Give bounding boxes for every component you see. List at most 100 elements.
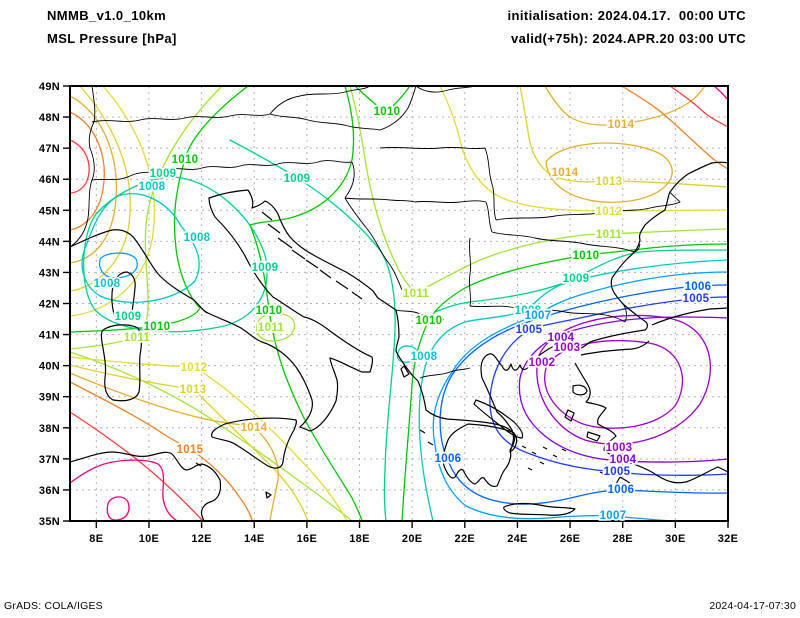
- isobar-label-1011: 1011: [258, 322, 284, 334]
- isobar-1010: [401, 243, 729, 522]
- border-slovakia: [379, 85, 417, 131]
- isobar-1016: [669, 85, 729, 128]
- coast-greece: [417, 344, 571, 453]
- isobar-label-1009: 1009: [563, 273, 590, 285]
- isobar-1014: [544, 85, 706, 126]
- isobar-label-1009: 1009: [252, 262, 279, 274]
- contour-labels: 1010100910081008100910081009101010111012…: [92, 104, 713, 524]
- isobar-label-1011: 1011: [124, 332, 150, 344]
- island-sardinia: [100, 324, 142, 402]
- island-lesbos: [572, 384, 588, 396]
- isobar-1012: [439, 85, 729, 212]
- isobar-1014: [545, 142, 673, 203]
- y-tick-label: 45N: [39, 205, 60, 217]
- y-tick-label: 44N: [39, 236, 60, 248]
- isobar-label-1010: 1010: [416, 315, 443, 327]
- isobar-1004: [518, 316, 729, 463]
- x-tick-label: 32E: [718, 533, 738, 545]
- y-tick-label: 36N: [39, 485, 60, 497]
- x-tick-label: 24E: [507, 533, 527, 545]
- isobar-label-1014: 1014: [608, 119, 635, 131]
- coast-marmara-blacksea: [569, 161, 729, 351]
- y-tick-label: 46N: [39, 174, 60, 186]
- isobar-1008: [81, 193, 200, 303]
- x-tick-label: 14E: [244, 533, 264, 545]
- country-borders: [69, 85, 681, 379]
- border-bulgaria-turkey: [622, 303, 627, 323]
- x-tick-label: 10E: [139, 533, 159, 545]
- isobar-1003: [536, 314, 712, 445]
- isobar-1013: [69, 85, 131, 292]
- border-hungary-serbia: [414, 200, 487, 204]
- isobar-1017: [713, 85, 729, 101]
- isobar-1008: [396, 345, 418, 363]
- isobar-label-1006: 1006: [435, 453, 462, 465]
- coast-turkey-blacksea: [651, 307, 729, 326]
- isobar-1007: [432, 271, 729, 522]
- isobar-1016: [69, 411, 204, 522]
- border-serbia-romania: [485, 201, 493, 233]
- isobar-label-1005: 1005: [604, 466, 631, 478]
- isobar-1015: [69, 381, 253, 522]
- x-tick-label: 28E: [612, 533, 632, 545]
- isobar-1017: [69, 459, 178, 522]
- isobar-1011: [69, 351, 353, 522]
- isobar-label-1007: 1007: [600, 510, 627, 522]
- isobar-1011: [69, 85, 223, 350]
- grads-credit: GrADS: COLA/IGES: [4, 600, 103, 612]
- isobar-label-1002: 1002: [529, 357, 556, 369]
- border-albania-macedonia: [395, 309, 445, 321]
- border-poland: [415, 85, 477, 93]
- map-frame: [69, 85, 729, 522]
- isobar-1010: [249, 224, 363, 522]
- y-tick-label: 37N: [39, 454, 60, 466]
- coast-turkey-south-marmara: [580, 340, 650, 356]
- border-serbia-bulgaria: [468, 237, 472, 307]
- dalmatian-islands: [261, 211, 363, 300]
- border-germany-austria: [91, 113, 271, 123]
- border-greece-albania: [419, 367, 471, 379]
- island-crete: [503, 502, 576, 516]
- y-tick-label: 39N: [39, 392, 60, 404]
- lat-lon-grid: [70, 86, 728, 521]
- isobar-1009: [229, 139, 396, 522]
- isobar-lines: [69, 85, 729, 522]
- isobar-label-1007: 1007: [525, 310, 552, 322]
- border-ukraine-romania: [495, 191, 681, 221]
- isobar-1005: [489, 296, 729, 476]
- ionian-islands: [419, 429, 434, 446]
- island-pantelleria: [195, 462, 202, 467]
- isobar-1010: [249, 85, 355, 226]
- x-tick-label: 20E: [402, 533, 422, 545]
- isobar-label-1013: 1013: [180, 384, 207, 396]
- isobar-label-1010: 1010: [374, 106, 401, 118]
- cyclades-islands: [521, 445, 617, 475]
- isobar-label-1005: 1005: [516, 324, 543, 336]
- x-tick-label: 8E: [89, 533, 103, 545]
- island-samos: [586, 431, 601, 442]
- border-bosnia-montenegro: [344, 197, 403, 291]
- border-slovakia-hungary: [379, 146, 486, 150]
- x-tick-label: 30E: [665, 533, 685, 545]
- coast-anatolia-west: [574, 362, 729, 484]
- border-alps-chain: [91, 160, 353, 181]
- isobar-1015: [69, 111, 105, 231]
- isobar-1017: [106, 496, 130, 521]
- x-tick-label: 26E: [560, 533, 580, 545]
- isobar-1010: [354, 85, 411, 113]
- isobar-label-1010: 1010: [573, 250, 600, 262]
- isobar-label-1004: 1004: [610, 454, 637, 466]
- isobar-label-1010: 1010: [172, 154, 199, 166]
- isobar-label-1014: 1014: [241, 422, 268, 434]
- coast-italy: [69, 189, 373, 432]
- island-chios: [564, 409, 575, 422]
- isobar-label-1009: 1009: [115, 311, 142, 323]
- isobar-label-1006: 1006: [685, 281, 712, 293]
- y-tick-label: 49N: [39, 81, 60, 93]
- y-tick-label: 40N: [39, 361, 60, 373]
- isobar-1016: [69, 139, 90, 194]
- isobar-label-1008: 1008: [411, 351, 438, 363]
- isobar-label-1004: 1004: [548, 332, 575, 344]
